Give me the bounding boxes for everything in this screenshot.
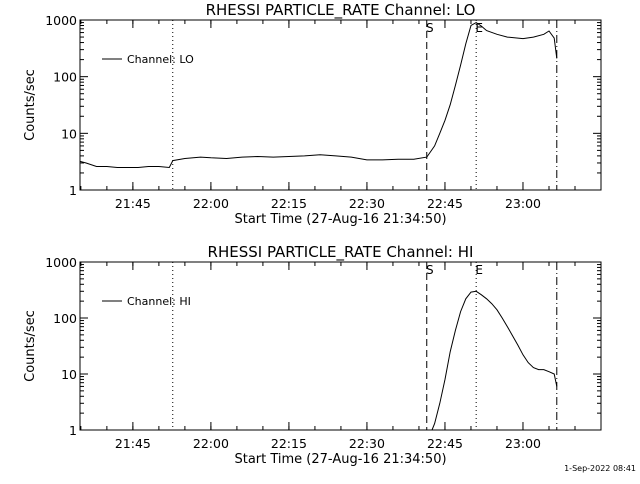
x-tick-label: 22:30 [349,196,385,211]
x-tick-label: 22:45 [427,196,463,211]
plot-frame [79,19,602,191]
marker-label: S [426,21,434,35]
x-tick-label: 22:15 [271,196,307,211]
x-tick-label: 21:45 [115,436,151,451]
y-axis-title: Counts/sec [23,69,38,141]
x-tick-label: 21:45 [115,196,151,211]
marker-label: E [475,263,483,277]
marker-label: S [426,263,434,277]
x-tick-label: 22:30 [349,436,385,451]
x-tick-label: 22:00 [193,436,229,451]
y-tick-label: 1 [69,183,77,198]
chart-title: RHESSI PARTICLE_RATE Channel: HI [208,243,474,262]
y-tick-label: 10 [61,126,77,141]
y-tick-label: 100 [53,70,77,85]
y-tick-label: 1 [69,423,77,438]
x-tick-label: 22:00 [193,196,229,211]
y-tick-label: 1000 [45,255,77,270]
legend-label: Channel: HI [127,295,191,308]
x-axis-title: Start Time (27-Aug-16 21:34:50) [234,212,446,227]
x-tick-label: 23:00 [505,196,541,211]
series-line [431,290,558,431]
x-axis-title: Start Time (27-Aug-16 21:34:50) [234,452,446,467]
x-tick-label: 23:00 [505,436,541,451]
chart-title: RHESSI PARTICLE_RATE Channel: LO [206,1,476,20]
marker-label: E [475,21,483,35]
x-tick-label: 22:15 [271,436,307,451]
y-tick-label: 100 [53,311,77,326]
x-tick-label: 22:45 [427,436,463,451]
footer-timestamp: 1-Sep-2022 08:41 [564,464,636,473]
y-tick-label: 10 [61,367,77,382]
plot-frame [79,261,602,431]
y-tick-label: 1000 [45,13,77,28]
series-line [79,22,558,169]
y-axis-title: Counts/sec [23,310,38,382]
legend-label: Channel: LO [127,53,194,66]
